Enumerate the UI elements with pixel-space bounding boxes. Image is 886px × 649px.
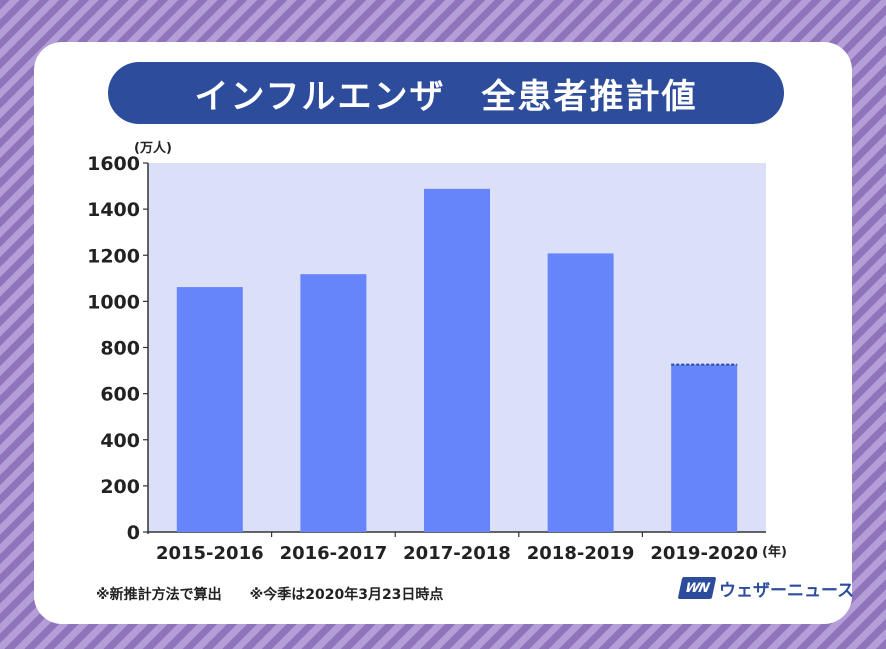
logo-mark-icon: WN [677, 577, 717, 599]
y-tick-label: 400 [100, 430, 140, 452]
x-tick-label: 2015-2016 [156, 543, 264, 564]
footnote-date: ※今季は2020年3月23日時点 [249, 587, 444, 603]
y-tick-label: 1000 [87, 291, 140, 313]
y-tick-label: 600 [100, 384, 140, 406]
bar-2017-2018 [424, 188, 490, 532]
x-tick-label: 2016-2017 [280, 543, 388, 564]
y-tick-label: 800 [100, 338, 140, 360]
weathernews-logo: WN ウェザーニュース [677, 573, 855, 603]
x-tick-label: 2018-2019 [527, 543, 635, 564]
bar-2018-2019 [547, 253, 614, 532]
y-tick-label: 0 [127, 522, 140, 544]
chart-title: インフルエンザ 全患者推計値 [194, 76, 698, 117]
y-tick-label: 1400 [87, 199, 140, 221]
bar-2019-2020 [671, 364, 738, 532]
bar-2015-2016 [176, 287, 243, 532]
footnotes: ※新推計方法で算出 ※今季は2020年3月23日時点 [96, 584, 443, 604]
y-axis-unit: (万人) [134, 140, 172, 156]
x-tick-label: 2017-2018 [403, 543, 511, 564]
footnote-method: ※新推計方法で算出 [96, 587, 222, 603]
logo-text: ウェザーニュース [719, 580, 855, 601]
y-tick-label: 1200 [87, 245, 140, 267]
y-tick-label: 1600 [87, 153, 140, 175]
title-banner: インフルエンザ 全患者推計値 [108, 62, 784, 124]
x-axis-unit: (年) [762, 544, 787, 560]
bar-2016-2017 [300, 274, 367, 532]
x-tick-label: 2019-2020 [650, 543, 758, 564]
y-tick-label: 200 [100, 476, 140, 498]
